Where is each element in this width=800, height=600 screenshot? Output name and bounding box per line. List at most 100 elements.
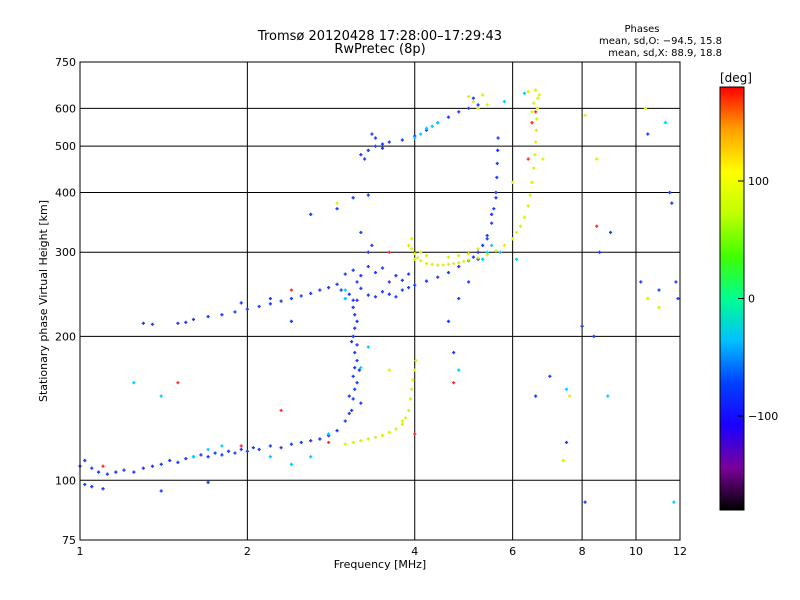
- data-point: [233, 310, 237, 314]
- data-point: [394, 427, 398, 431]
- data-point: [343, 419, 347, 423]
- data-point: [416, 256, 420, 260]
- data-point: [532, 101, 536, 105]
- data-point: [96, 470, 101, 474]
- data-point: [568, 394, 572, 398]
- data-point: [413, 257, 417, 261]
- data-point: [101, 464, 105, 468]
- x-tick-label: 10: [629, 545, 643, 558]
- x-tick-labels: 1 2 4 6 8 10 12: [77, 545, 688, 558]
- data-point: [370, 243, 374, 248]
- y-tick-label: 200: [55, 330, 76, 343]
- data-point: [502, 243, 507, 248]
- data-point: [366, 148, 370, 152]
- data-point: [515, 230, 519, 235]
- data-point: [268, 444, 272, 448]
- data-point: [380, 266, 385, 270]
- data-point: [380, 146, 385, 150]
- data-point: [481, 93, 485, 97]
- data-point: [411, 378, 415, 382]
- phase-stats-o: mean, sd,O: −94.5, 15.8: [599, 36, 722, 47]
- data-point: [643, 106, 648, 110]
- data-point: [407, 272, 411, 276]
- y-tick-label: 750: [55, 56, 76, 69]
- data-point: [150, 464, 155, 468]
- data-point: [526, 90, 530, 94]
- data-point: [366, 250, 370, 254]
- data-point: [430, 124, 434, 128]
- data-point: [355, 343, 359, 347]
- data-point: [592, 334, 596, 338]
- data-point: [351, 440, 355, 445]
- data-point: [359, 230, 363, 235]
- data-point: [318, 288, 322, 292]
- x-tick-label: 2: [244, 545, 251, 558]
- data-point: [83, 458, 87, 463]
- data-point: [414, 358, 418, 363]
- data-point: [476, 247, 480, 251]
- data-point: [359, 286, 363, 291]
- data-point: [532, 166, 536, 170]
- data-point: [413, 432, 417, 436]
- data-point: [359, 366, 363, 370]
- data-point: [132, 381, 136, 385]
- data-point: [239, 447, 243, 452]
- data-point: [452, 350, 456, 355]
- data-point: [184, 457, 188, 461]
- data-point: [350, 408, 354, 413]
- data-point: [536, 96, 540, 100]
- data-point: [141, 466, 145, 470]
- data-point: [387, 430, 391, 434]
- data-point: [534, 394, 538, 398]
- data-point: [522, 215, 527, 219]
- data-point: [220, 453, 224, 457]
- data-point: [496, 148, 500, 152]
- data-point: [467, 280, 471, 284]
- x-tick-label: 4: [411, 545, 418, 558]
- data-point: [355, 381, 359, 385]
- data-point: [511, 180, 515, 184]
- data-point: [400, 138, 404, 142]
- data-point: [289, 442, 293, 446]
- data-point: [339, 288, 343, 292]
- data-point: [492, 207, 496, 211]
- data-point: [583, 500, 587, 504]
- data-point: [511, 237, 515, 241]
- data-point: [101, 487, 105, 491]
- data-point: [407, 408, 411, 413]
- data-point: [580, 324, 584, 328]
- data-point: [467, 106, 471, 110]
- data-point: [351, 334, 355, 338]
- data-point: [347, 292, 351, 296]
- data-point: [424, 254, 429, 258]
- data-point: [373, 435, 378, 439]
- data-point: [522, 91, 527, 95]
- data-point: [387, 368, 391, 372]
- data-point: [191, 317, 196, 322]
- data-point: [495, 161, 499, 166]
- data-point: [494, 190, 498, 195]
- data-point: [646, 296, 650, 301]
- data-point: [534, 110, 538, 114]
- data-point: [268, 302, 272, 306]
- data-point: [233, 451, 237, 455]
- data-point: [413, 136, 417, 140]
- data-point: [535, 106, 540, 110]
- y-tick-label: 300: [55, 246, 76, 259]
- data-point: [657, 288, 661, 292]
- data-point: [490, 221, 494, 225]
- data-point: [353, 350, 357, 355]
- data-point: [639, 280, 643, 284]
- data-point: [353, 366, 357, 370]
- data-point: [446, 270, 451, 275]
- data-point: [457, 264, 461, 269]
- data-point: [355, 280, 359, 284]
- phase-stats-x: mean, sd,X: 88.9, 18.8: [608, 48, 722, 59]
- y-tick-label: 600: [55, 102, 76, 115]
- data-point: [239, 301, 243, 305]
- phase-stats-title: Phases: [624, 24, 659, 35]
- data-point: [83, 482, 87, 487]
- data-points: [78, 88, 680, 504]
- data-point: [495, 175, 499, 180]
- data-point: [351, 298, 355, 302]
